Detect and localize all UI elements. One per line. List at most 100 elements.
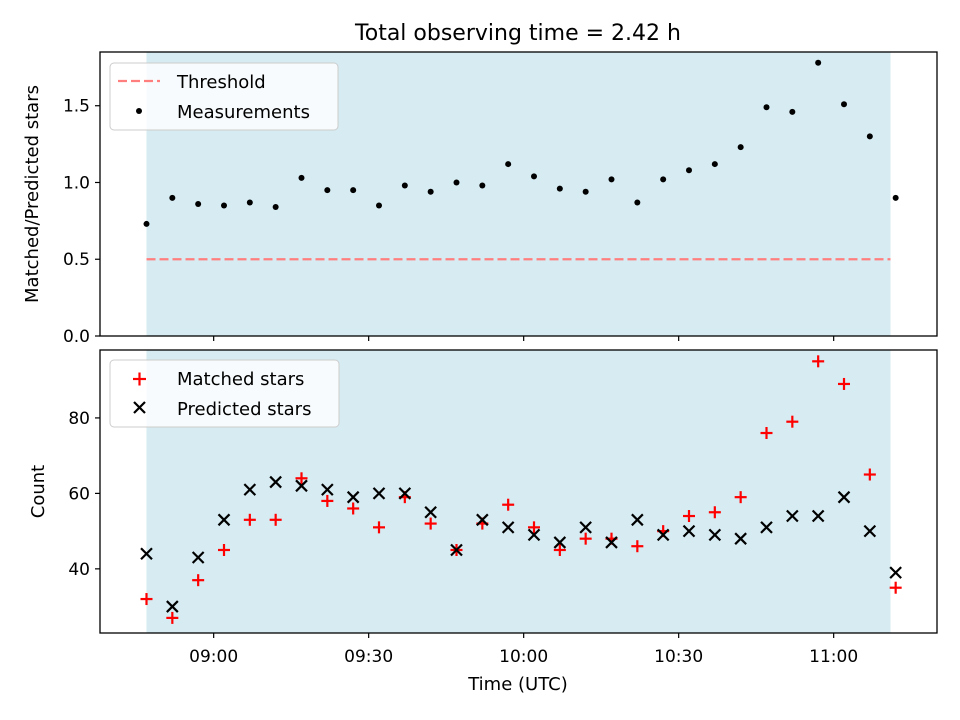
matched-star-point (140, 593, 153, 606)
measurement-point (479, 182, 486, 189)
measurement-point (634, 199, 641, 206)
predicted-star-point (605, 536, 618, 549)
matched-star-point (631, 540, 644, 553)
predicted-legend-swatch (133, 401, 146, 414)
measurement-point (350, 187, 357, 194)
matched-star-point (192, 574, 205, 587)
predicted-star-point (269, 475, 282, 489)
matched-star-point (786, 415, 799, 428)
xtick-label: 09:30 (344, 647, 393, 667)
predicted-star-point (372, 487, 386, 500)
matched-star-point (218, 543, 230, 556)
measurement-points (143, 59, 899, 227)
predicted-star-point (191, 551, 205, 564)
predicted-star-point (321, 483, 334, 496)
matched-star-point (863, 468, 876, 481)
matched-star-point (579, 532, 592, 545)
measurement-point (660, 176, 667, 183)
predicted-star-point (631, 513, 644, 527)
top-x-axis-ticks (213, 336, 835, 341)
predicted-star-point (476, 513, 489, 527)
measurement-point (582, 188, 589, 195)
measurement-point (246, 199, 253, 206)
matched-star-point (347, 502, 360, 515)
bottom-legend-frame (109, 359, 340, 428)
chart-title: Total observing time = 2.42 h (354, 21, 681, 46)
predicted-star-point (708, 528, 722, 542)
measurement-point (401, 182, 408, 189)
matched-star-point (683, 510, 695, 523)
predicted-star-point (760, 521, 773, 534)
matched-legend-label: Matched stars (177, 369, 304, 390)
predicted-star-point (786, 509, 799, 523)
top-y-axis-ticks: 0.0 0.5 1.0 1.5 (63, 97, 100, 347)
x-axis-label: Time (UTC) (467, 674, 568, 695)
measurement-point (531, 173, 537, 180)
top-axes-frame (99, 51, 938, 337)
matched-star-point (502, 498, 515, 511)
top-ytick-label: 0.0 (63, 327, 90, 347)
measurement-point (143, 220, 150, 227)
top-legend-frame (109, 62, 339, 131)
measurement-point (892, 194, 899, 201)
matched-star-point (889, 581, 902, 594)
bottom-axes-frame (99, 349, 938, 634)
bottom-ytick-label: 80 (68, 409, 90, 429)
measurement-point (298, 174, 305, 181)
top-ytick-label: 1.0 (63, 173, 90, 193)
predicted-star-point (217, 513, 231, 527)
matched-star-point (243, 513, 256, 526)
measurement-point (866, 133, 873, 140)
measurement-point (686, 167, 692, 174)
predicted-star-point (889, 566, 902, 579)
measurement-point (789, 108, 796, 115)
top-ytick-label: 1.5 (63, 97, 90, 117)
matched-star-point (321, 494, 334, 507)
measurement-point (737, 144, 744, 151)
predicted-star-point (243, 483, 257, 496)
matched-star-point (528, 521, 540, 534)
top-ytick-label: 0.5 (63, 250, 90, 270)
matched-star-point (373, 521, 385, 534)
xtick-label: 10:30 (654, 647, 703, 667)
measurement-point (195, 200, 202, 207)
measurement-point (711, 161, 718, 168)
measurement-point (324, 187, 331, 194)
predicted-star-point (527, 528, 541, 542)
predicted-star-point (346, 490, 360, 504)
predicted-star-point (656, 528, 670, 542)
xtick-label: 11:00 (809, 647, 858, 667)
measurement-point (272, 204, 279, 211)
top-y-axis-label: Matched/Predicted stars (22, 85, 43, 303)
predicted-star-point (166, 600, 179, 613)
matched-star-point (553, 543, 566, 556)
predicted-star-point (734, 532, 747, 545)
matched-star-point (424, 517, 437, 530)
measurement-point (169, 194, 176, 201)
bottom-ytick-label: 60 (68, 484, 90, 504)
threshold-legend-label: Threshold (176, 72, 266, 93)
matched-star-point (269, 513, 282, 526)
measurement-point (453, 179, 460, 186)
count-points (140, 355, 902, 624)
predicted-star-point (295, 479, 308, 493)
bottom-panel: 40 60 80 09:00 09:30 10:00 10:30 11:00 Count T… (28, 349, 938, 695)
measurement-point (505, 161, 512, 168)
predicted-star-point (837, 490, 851, 504)
measurements-legend-label: Measurements (177, 102, 310, 123)
measurement-point (815, 59, 822, 66)
predicted-legend-label: Predicted stars (177, 399, 311, 420)
matched-star-point (760, 427, 773, 440)
predicted-star-point (424, 505, 437, 519)
predicted-star-point (682, 524, 696, 538)
xtick-label: 10:00 (499, 647, 548, 667)
matched-star-point (734, 491, 747, 504)
measurement-point (763, 104, 770, 111)
measurement-point (556, 185, 563, 192)
top-legend: Threshold Measurements (109, 62, 339, 131)
xtick-label: 09:00 (189, 647, 238, 667)
measurement-point (608, 176, 615, 183)
predicted-star-point (863, 524, 877, 538)
predicted-star-point (140, 547, 153, 561)
